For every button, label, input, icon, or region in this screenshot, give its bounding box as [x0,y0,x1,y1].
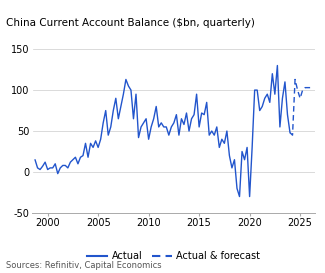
Text: Sources: Refinitiv, Capital Economics: Sources: Refinitiv, Capital Economics [6,261,162,270]
Text: China Current Account Balance ($bn, quarterly): China Current Account Balance ($bn, quar… [6,18,255,28]
Legend: Actual, Actual & forecast: Actual, Actual & forecast [84,247,264,265]
